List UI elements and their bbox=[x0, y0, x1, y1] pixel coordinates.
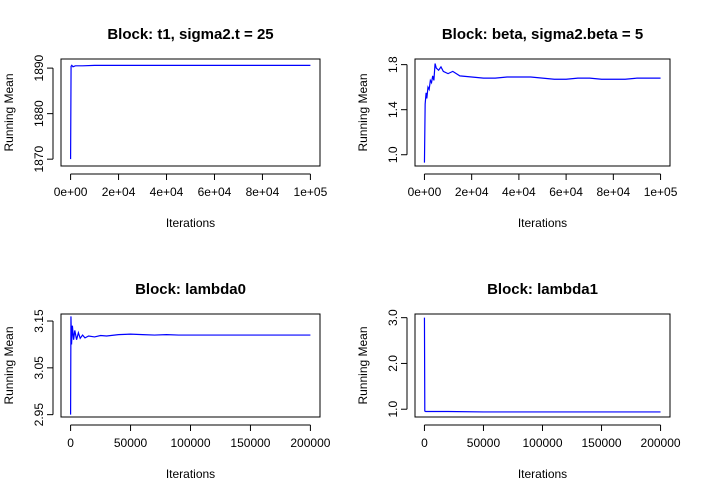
x-tick-label: 0 bbox=[421, 436, 428, 450]
x-tick-label: 100000 bbox=[522, 436, 562, 450]
x-tick-label: 50000 bbox=[114, 436, 148, 450]
y-axis-label: Running Mean bbox=[356, 326, 370, 404]
y-tick-label: 3.15 bbox=[32, 309, 46, 333]
y-axis-label: Running Mean bbox=[2, 73, 16, 151]
x-tick-label: 0 bbox=[67, 436, 74, 450]
plot-frame bbox=[60, 58, 321, 167]
y-tick-label: 1880 bbox=[32, 100, 46, 127]
x-tick-label: 6e+04 bbox=[549, 185, 583, 199]
y-tick-label: 1870 bbox=[32, 146, 46, 173]
y-tick-label: 2.0 bbox=[386, 355, 400, 372]
x-tick-label: 6e+04 bbox=[198, 185, 232, 199]
x-tick-label: 2e+04 bbox=[455, 185, 489, 199]
x-tick-label: 2e+04 bbox=[102, 185, 136, 199]
x-axis-label: Iterations bbox=[518, 216, 567, 230]
running-mean-line bbox=[423, 317, 661, 413]
y-tick-label: 1.0 bbox=[386, 401, 400, 418]
chart-title: Block: lambda1 bbox=[487, 281, 598, 298]
plot-frame bbox=[414, 58, 671, 167]
x-tick-label: 50000 bbox=[467, 436, 501, 450]
x-tick-label: 150000 bbox=[582, 436, 622, 450]
x-tick-label: 4e+04 bbox=[502, 185, 536, 199]
x-tick-label: 1e+05 bbox=[644, 185, 678, 199]
x-tick-label: 4e+04 bbox=[150, 185, 184, 199]
y-tick-label: 1.0 bbox=[386, 146, 400, 163]
running-mean-line bbox=[69, 316, 311, 415]
chart-panel-3: Block: lambda0 0 50000 100000 150000 200000 2.… bbox=[2, 281, 331, 481]
x-axis-label: Iterations bbox=[166, 467, 215, 481]
x-axis-label: Iterations bbox=[166, 216, 215, 230]
x-tick-label: 200000 bbox=[290, 436, 330, 450]
y-axis-label: Running Mean bbox=[2, 326, 16, 404]
x-tick-label: 8e+04 bbox=[246, 185, 280, 199]
plot-frame bbox=[60, 313, 321, 418]
y-tick-label: 3.05 bbox=[32, 356, 46, 380]
y-tick-label: 3.0 bbox=[386, 309, 400, 326]
x-tick-label: 8e+04 bbox=[596, 185, 630, 199]
plot-frame bbox=[414, 313, 671, 418]
chart-title: Block: lambda0 bbox=[135, 281, 246, 298]
chart-panel-1: Block: t1, sigma2.t = 25 0e+00 2e+04 4e+04 6… bbox=[2, 26, 328, 230]
chart-panel-4: Block: lambda1 0 50000 100000 150000 200000 1.… bbox=[356, 281, 681, 481]
y-tick-label: 1.8 bbox=[386, 56, 400, 73]
x-tick-label: 100000 bbox=[170, 436, 210, 450]
running-mean-line bbox=[423, 63, 661, 163]
y-axis-label: Running Mean bbox=[356, 73, 370, 151]
x-tick-label: 1e+05 bbox=[294, 185, 328, 199]
x-tick-label: 200000 bbox=[641, 436, 681, 450]
y-tick-label: 1.4 bbox=[386, 101, 400, 118]
x-tick-label: 150000 bbox=[230, 436, 270, 450]
chart-title: Block: t1, sigma2.t = 25 bbox=[107, 26, 273, 43]
x-tick-label: 0e+00 bbox=[54, 185, 88, 199]
chart-panel-2: Block: beta, sigma2.beta = 5 0e+00 2e+04 4e… bbox=[356, 26, 678, 230]
running-mean-line bbox=[69, 64, 311, 160]
chart-title: Block: beta, sigma2.beta = 5 bbox=[442, 26, 643, 43]
y-tick-label: 1890 bbox=[32, 54, 46, 81]
x-axis-label: Iterations bbox=[518, 467, 567, 481]
y-tick-label: 2.95 bbox=[32, 403, 46, 427]
x-tick-label: 0e+00 bbox=[408, 185, 442, 199]
